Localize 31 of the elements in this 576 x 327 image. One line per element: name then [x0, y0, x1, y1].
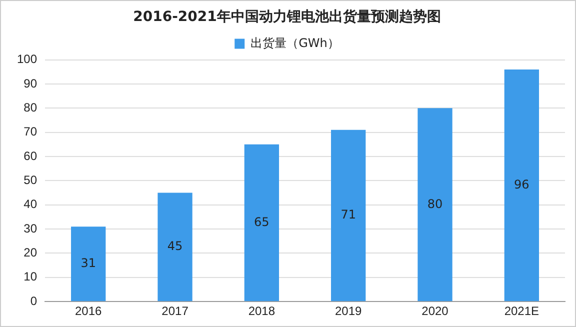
- x-tick-label: 2018: [248, 304, 276, 318]
- bar: [418, 108, 452, 302]
- y-tick-label: 30: [24, 221, 38, 236]
- y-tick-label: 60: [24, 148, 38, 163]
- data-label: 71: [340, 208, 356, 222]
- x-tick-label: 2021E: [504, 304, 540, 318]
- x-tick-label: 2020: [422, 304, 449, 318]
- y-tick-label: 0: [30, 294, 38, 308]
- x-tick-label: 2017: [162, 304, 189, 318]
- chart-title: 2016-2021年中国动力锂电池出货量预测趋势图: [133, 9, 441, 26]
- bar: [158, 192, 192, 302]
- y-tick-label: 70: [24, 124, 38, 139]
- y-tick-label: 100: [16, 52, 38, 66]
- y-tick-label: 20: [24, 246, 38, 260]
- legend-label: 出货量（GWh）: [250, 36, 340, 50]
- y-tick-label: 50: [24, 173, 38, 188]
- data-label: 31: [80, 256, 96, 270]
- bar: [244, 144, 280, 302]
- y-tick-label: 10: [24, 270, 38, 284]
- y-tick-label: 80: [24, 100, 38, 114]
- data-label: 65: [254, 214, 270, 229]
- bar: [504, 69, 539, 302]
- x-tick-label: 2016: [75, 304, 102, 318]
- y-tick-label: 90: [24, 76, 38, 90]
- bar: [71, 226, 106, 302]
- data-label: 80: [427, 196, 443, 211]
- data-label: 96: [514, 177, 530, 192]
- data-label: 45: [167, 239, 183, 254]
- bar: [331, 130, 366, 302]
- y-tick-label: 40: [24, 197, 38, 212]
- x-tick-label: 2019: [334, 304, 362, 318]
